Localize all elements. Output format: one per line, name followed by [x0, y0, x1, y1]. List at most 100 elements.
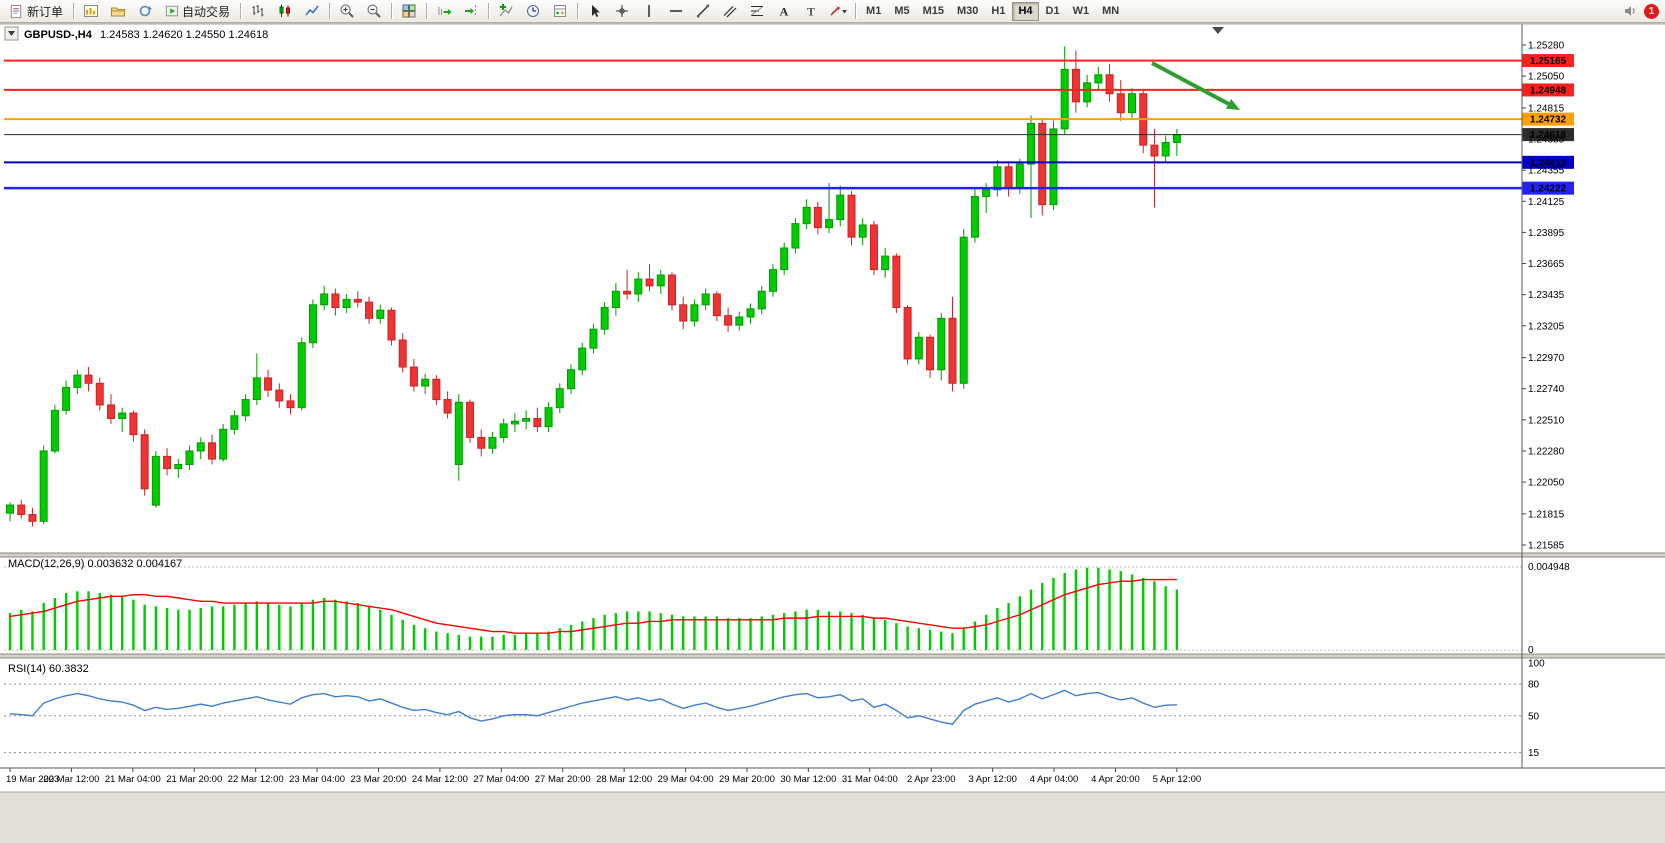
timeframe-m1-button[interactable]: M1 [866, 5, 882, 17]
new-order-icon [10, 4, 22, 18]
candlestick-button[interactable] [272, 1, 298, 22]
charts-button[interactable] [78, 1, 104, 22]
indicators-button[interactable] [493, 1, 519, 22]
new-order-button[interactable]: 新订单 [3, 1, 69, 22]
timeframe-m5-button[interactable]: M5 [894, 5, 910, 17]
trendline-icon [697, 4, 710, 18]
svg-text:5 Apr 12:00: 5 Apr 12:00 [1153, 774, 1202, 785]
toolbar-separator [329, 3, 331, 19]
candlestick-series [6, 46, 1181, 527]
sound-button[interactable] [1617, 1, 1643, 22]
zoom-in-icon [340, 4, 354, 18]
autotrade-label: 自动交易 [182, 4, 231, 19]
timeframe-w1-button[interactable]: W1 [1072, 5, 1090, 17]
svg-text:1.23895: 1.23895 [1528, 228, 1565, 239]
notification-badge[interactable]: 1 [1644, 3, 1659, 19]
bar-chart-button[interactable] [245, 1, 271, 22]
cursor-icon [592, 5, 600, 17]
svg-text:1.22510: 1.22510 [1528, 415, 1565, 426]
text-tool-button[interactable]: A [771, 1, 797, 22]
bar-chart-icon [252, 5, 264, 17]
price-axis[interactable]: 1.25280 1.25050 1.24815 1.24585 1.24355 1.241… [1522, 41, 1565, 552]
chart-shift-button[interactable] [458, 1, 484, 22]
svg-text:1.22280: 1.22280 [1528, 446, 1565, 457]
horizontal-line-icon [670, 10, 683, 12]
line-chart-icon [305, 5, 319, 16]
profiles-icon [111, 7, 126, 17]
svg-text:1.24618: 1.24618 [1530, 130, 1567, 141]
candlestick-icon [279, 4, 291, 17]
chart-shift-marker[interactable] [1212, 27, 1224, 34]
timeframe-m15-button[interactable]: M15 [922, 5, 944, 17]
channel-tool-button[interactable] [717, 1, 743, 22]
autotrade-button[interactable]: 自动交易 [159, 1, 236, 22]
svg-text:21 Mar 20:00: 21 Mar 20:00 [166, 774, 222, 785]
refresh-button[interactable] [132, 1, 158, 22]
zoom-in-button[interactable] [334, 1, 360, 22]
svg-text:29 Mar 20:00: 29 Mar 20:00 [719, 774, 775, 785]
line-chart-button[interactable] [299, 1, 325, 22]
crosshair-tool-button[interactable] [609, 1, 635, 22]
auto-scroll-button[interactable] [431, 1, 457, 22]
svg-text:1.24125: 1.24125 [1528, 197, 1565, 208]
macd-panel [4, 566, 1522, 651]
svg-text:22 Mar 12:00: 22 Mar 12:00 [228, 774, 284, 785]
charts-icon [84, 5, 99, 17]
svg-text:21 Mar 04:00: 21 Mar 04:00 [105, 774, 161, 785]
svg-text:A: A [780, 5, 789, 19]
sound-icon [1625, 6, 1635, 16]
timeframe-mn-button[interactable]: MN [1102, 5, 1120, 17]
main-toolbar: 新订单 自动交易 [0, 0, 1665, 23]
horizontal-line-tool-button[interactable] [663, 1, 689, 22]
tile-windows-button[interactable] [396, 1, 422, 22]
zoom-out-button[interactable] [361, 1, 387, 22]
panel-separator-macd[interactable] [0, 552, 1665, 558]
channel-icon [723, 6, 737, 18]
svg-text:3 Apr 12:00: 3 Apr 12:00 [968, 774, 1017, 785]
timeframe-m30-button[interactable]: M30 [957, 5, 979, 17]
periods-icon [527, 5, 540, 17]
templates-button[interactable] [547, 1, 573, 22]
svg-text:4 Apr 20:00: 4 Apr 20:00 [1091, 774, 1140, 785]
collapse-ohlc-button[interactable] [4, 26, 19, 41]
svg-text:1.23435: 1.23435 [1528, 290, 1565, 301]
vertical-line-icon [648, 5, 650, 17]
svg-text:27 Mar 20:00: 27 Mar 20:00 [535, 774, 591, 785]
cursor-tool-button[interactable] [582, 1, 608, 22]
timeframe-h4-button[interactable]: H4 [1012, 1, 1039, 21]
periods-button[interactable] [520, 1, 546, 22]
rsi-label: RSI(14) 60.3832 [8, 663, 89, 675]
svg-text:1.24948: 1.24948 [1530, 85, 1567, 96]
svg-text:1.23665: 1.23665 [1528, 259, 1565, 270]
vertical-line-tool-button[interactable] [636, 1, 662, 22]
arrows-tool-button[interactable] [825, 1, 851, 22]
timeframe-h1-button[interactable]: H1 [991, 5, 1006, 17]
svg-text:1.24222: 1.24222 [1530, 184, 1567, 195]
auto-scroll-icon [438, 7, 452, 15]
timeframe-d1-button[interactable]: D1 [1045, 5, 1060, 17]
svg-text:1.24815: 1.24815 [1528, 103, 1565, 114]
svg-text:100: 100 [1528, 659, 1545, 670]
trend-arrow-annotation[interactable] [1151, 61, 1240, 110]
svg-text:24 Mar 12:00: 24 Mar 12:00 [412, 774, 468, 785]
price-lines[interactable]: 1.25165 1.24948 1.24732 1.24618 1.24413 1.242… [4, 54, 1574, 195]
svg-text:29 Mar 04:00: 29 Mar 04:00 [658, 774, 714, 785]
fibonacci-tool-button[interactable] [744, 1, 770, 22]
svg-text:23 Mar 04:00: 23 Mar 04:00 [289, 774, 345, 785]
svg-text:50: 50 [1528, 711, 1540, 722]
trendline-tool-button[interactable] [690, 1, 716, 22]
label-tool-button[interactable]: T [798, 1, 824, 22]
refresh-icon [139, 5, 153, 17]
panel-separator-rsi[interactable] [0, 653, 1665, 659]
svg-text:1.23205: 1.23205 [1528, 321, 1565, 332]
toolbar-separator [391, 3, 393, 19]
zoom-out-icon [367, 4, 381, 18]
svg-text:1.21815: 1.21815 [1528, 509, 1565, 520]
window-bottom-edge [0, 792, 1665, 843]
chart-symbol-title: GBPUSD-,H4 [24, 29, 93, 41]
svg-text:80: 80 [1528, 680, 1540, 691]
profiles-button[interactable] [105, 1, 131, 22]
svg-text:1.22740: 1.22740 [1528, 384, 1565, 395]
